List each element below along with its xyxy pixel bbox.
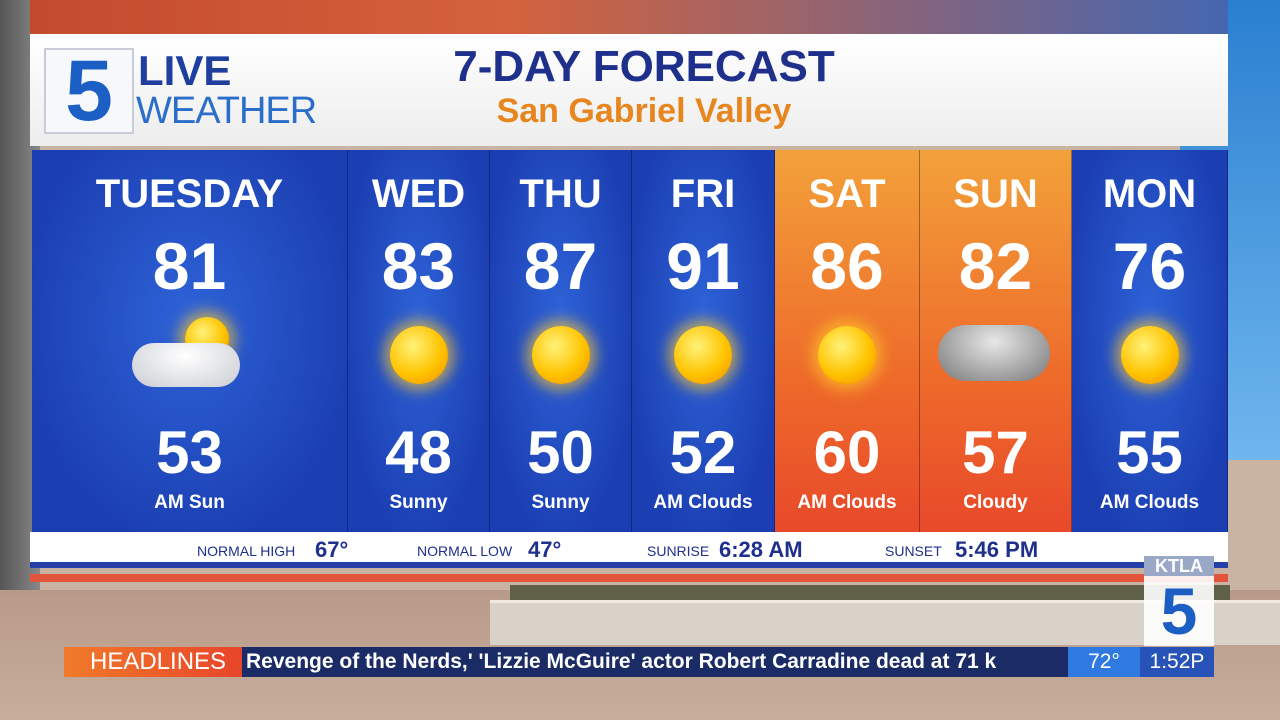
day-name: SUN	[953, 172, 1038, 216]
low-temperature: 57	[962, 419, 1029, 486]
normal-high-label: NORMAL HIGH	[197, 543, 296, 559]
sun-icon	[369, 315, 469, 395]
sun-icon	[511, 315, 611, 395]
high-temperature: 76	[1112, 229, 1187, 303]
high-temperature: 86	[810, 229, 884, 303]
region-subtitle: San Gabriel Valley	[496, 92, 792, 130]
condition-label: Sunny	[531, 492, 590, 513]
sun-icon	[797, 315, 897, 395]
high-temperature: 82	[958, 229, 1033, 303]
low-temperature: 55	[1116, 419, 1183, 486]
accent-line	[30, 574, 1228, 582]
logo-weather: WEATHER	[136, 90, 317, 132]
condition-label: Cloudy	[963, 492, 1028, 513]
day-name: MON	[1102, 172, 1197, 216]
condition-label: Sunny	[389, 492, 448, 513]
logo-live: LIVE	[138, 47, 232, 94]
sunrise-value: 6:28 AM	[719, 537, 803, 562]
day-column-tuesday: TUESDAY 81 53 AM Sun	[32, 150, 348, 532]
low-temperature: 60	[813, 419, 881, 486]
sunset-label: SUNSET	[885, 543, 942, 559]
normal-low-value: 47°	[528, 537, 562, 562]
headline-crawl: Revenge of the Nerds,' 'Lizzie McGuire' …	[242, 647, 1068, 677]
sun-icon	[1100, 315, 1200, 395]
station-number: 5	[1160, 574, 1198, 648]
high-temperature: 83	[381, 229, 456, 303]
high-temperature: 91	[666, 229, 740, 303]
day-column-sat: SAT 86 60 AM Clouds	[775, 150, 920, 532]
headlines-label: HEADLINES	[64, 647, 242, 677]
forecast-header: 5 LIVE WEATHER 7-DAY FORECAST San Gabrie…	[30, 34, 1228, 146]
day-column-wed: WED 83 48 Sunny	[348, 150, 490, 532]
low-temperature: 48	[385, 419, 452, 486]
station-bug: KTLA 5	[1144, 556, 1214, 646]
low-temperature: 52	[669, 419, 737, 486]
news-ticker: HEADLINES Revenge of the Nerds,' 'Lizzie…	[64, 647, 1214, 677]
stats-bar: NORMAL HIGH 67° NORMAL LOW 47° SUNRISE 6…	[30, 532, 1228, 568]
current-temperature: 72°	[1068, 647, 1140, 677]
condition-label: AM Sun	[154, 492, 225, 513]
station-callsign: KTLA	[1144, 556, 1214, 576]
current-time: 1:52P	[1140, 647, 1214, 677]
day-name: WED	[371, 172, 466, 216]
partly-cloudy-icon	[131, 315, 240, 395]
low-temperature: 53	[156, 419, 223, 486]
sunset-value: 5:46 PM	[955, 537, 1039, 562]
station-logo: 5	[44, 48, 134, 134]
day-name: THU	[519, 172, 602, 216]
condition-label: AM Clouds	[797, 492, 897, 513]
normal-low-label: NORMAL LOW	[417, 543, 513, 559]
day-column-thu: THU 87 50 Sunny	[490, 150, 632, 532]
day-name: TUESDAY	[95, 172, 284, 216]
cloud-icon	[937, 315, 1050, 395]
sun-icon	[653, 315, 753, 395]
page-title: 7-DAY FORECAST	[453, 42, 835, 91]
normal-high-value: 67°	[315, 537, 349, 562]
logo-number: 5	[65, 43, 113, 139]
day-name: SAT	[808, 172, 886, 216]
condition-label: AM Clouds	[1099, 492, 1200, 513]
day-column-mon: MON 76 55 AM Clouds	[1072, 150, 1228, 532]
high-temperature: 87	[523, 229, 598, 303]
high-temperature: 81	[152, 229, 227, 303]
day-name: FRI	[670, 172, 736, 216]
sunrise-label: SUNRISE	[647, 543, 710, 559]
day-column-fri: FRI 91 52 AM Clouds	[632, 150, 775, 532]
condition-label: AM Clouds	[653, 492, 753, 513]
top-bar	[30, 0, 1228, 34]
day-column-sun: SUN 82 57 Cloudy	[920, 150, 1072, 532]
low-temperature: 50	[527, 419, 594, 486]
